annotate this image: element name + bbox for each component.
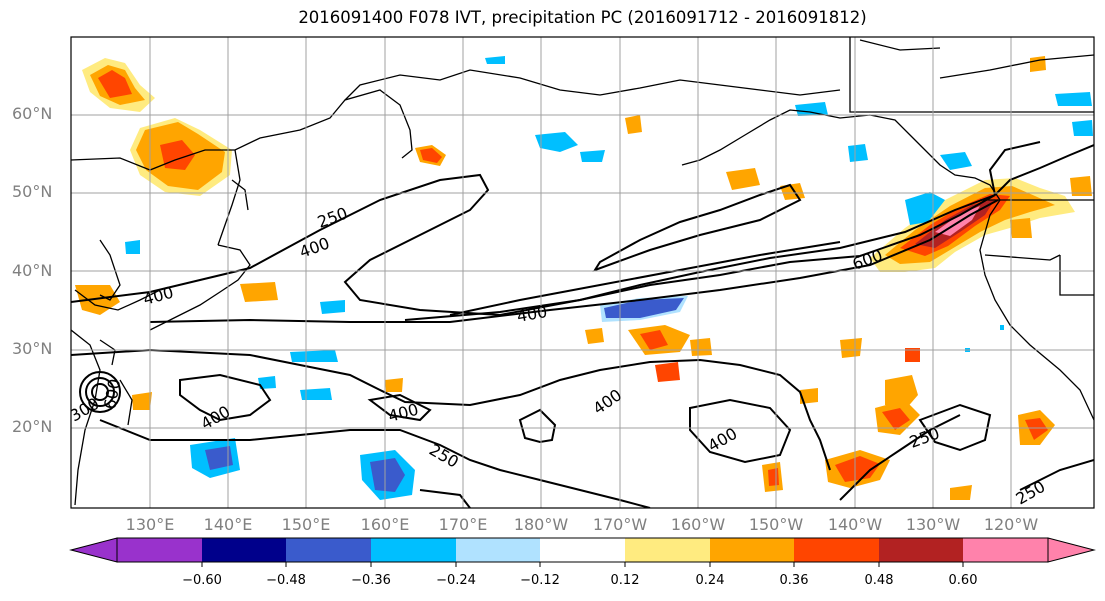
colorbar-tick-label: −0.36 <box>351 573 391 588</box>
colorbar-tick-label: 0.60 <box>948 573 978 588</box>
colorbar-tick-label: 0.12 <box>610 573 640 588</box>
lat-label: 60°N <box>12 104 53 123</box>
colorbar-tick-label: −0.60 <box>182 573 222 588</box>
lon-label: 150°E <box>281 515 331 534</box>
colorbar-tick-label: 0.24 <box>695 573 725 588</box>
lon-label: 140°W <box>827 515 883 534</box>
coastlines <box>71 37 1094 506</box>
colorbar <box>69 537 1096 567</box>
lon-label: 130°E <box>125 515 175 534</box>
lon-label: 160°E <box>360 515 410 534</box>
lon-label: 140°E <box>203 515 253 534</box>
lon-label: 160°W <box>670 515 726 534</box>
lon-label: 130°W <box>905 515 961 534</box>
colorbar-tick-label: −0.12 <box>520 573 560 588</box>
lon-label: 180°W <box>513 515 569 534</box>
colorbar-extend-min <box>69 537 118 563</box>
lon-label: 170°W <box>592 515 648 534</box>
lat-label: 30°N <box>12 339 53 358</box>
colorbar-tick-label: −0.24 <box>436 573 476 588</box>
lat-label: 20°N <box>12 417 53 436</box>
map-title: 2016091400 F078 IVT, precipitation PC (2… <box>298 8 867 27</box>
colorbar-tick-label: −0.48 <box>266 573 306 588</box>
colorbar-extend-max <box>1047 537 1096 563</box>
lon-label: 170°E <box>438 515 488 534</box>
colorbar-tick-label: 0.36 <box>779 573 809 588</box>
ivt-contours <box>71 141 1094 508</box>
lat-label: 50°N <box>12 182 53 201</box>
lon-label: 120°W <box>983 515 1039 534</box>
map-frame <box>70 36 1095 509</box>
graticule <box>71 37 1094 508</box>
lon-label: 150°W <box>748 515 804 534</box>
colorbar-tick-label: 0.48 <box>864 573 894 588</box>
lat-label: 40°N <box>12 261 53 280</box>
